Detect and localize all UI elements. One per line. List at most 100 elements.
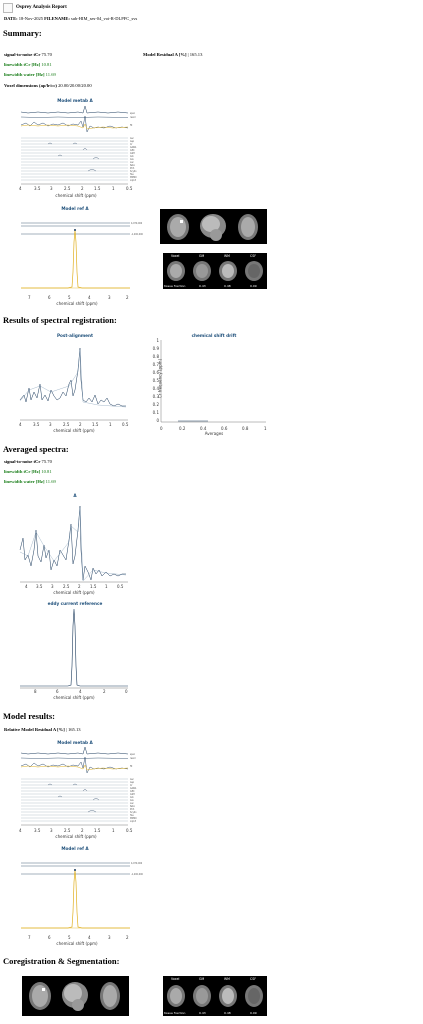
metab2-tick: 3: [50, 828, 53, 833]
svg-text:resid: resid: [130, 757, 136, 760]
svg-text:GABA: GABA: [130, 787, 137, 790]
coreg-mri-image: [22, 976, 129, 1016]
coreg-seg-image: Voxel GM WM CSF tissue fraction 0.43 0.4…: [163, 976, 267, 1016]
drift-ytick: 0.4: [152, 386, 159, 391]
svg-text:fit: fit: [130, 765, 132, 768]
osprey-logo: [3, 3, 13, 13]
post-xlabel: chemical shift (ppm): [53, 428, 95, 433]
coreg-value-wm: 0.48: [224, 1011, 231, 1015]
avg-xlabel: chemical shift (ppm): [53, 590, 95, 595]
metab-tick: 1: [112, 186, 115, 191]
eddy-plot: [20, 608, 128, 689]
post-tick: 4: [19, 422, 22, 427]
coreg-label-csf: CSF: [250, 977, 257, 981]
svg-text:GPC: GPC: [130, 149, 135, 152]
metab-top-trace: [20, 105, 129, 114]
avg-lw-tcr-line: linewidth tCr [Hz] 10.81: [4, 469, 52, 474]
svg-text:Cr: Cr: [130, 784, 133, 787]
eddy-tick: 8: [34, 689, 37, 694]
svg-text:Asp: Asp: [130, 140, 135, 143]
metab2-tick: 1: [112, 828, 115, 833]
svg-text:Lac: Lac: [130, 802, 135, 805]
ref-tick: 2: [126, 295, 129, 300]
drift-ytick: 0.9: [152, 346, 159, 351]
drift-xtick: 0: [160, 426, 163, 431]
metab2-tick: 3.5: [34, 828, 41, 833]
ref2-tick: 7: [28, 935, 31, 940]
drift-y-ticks: 1 0.9 0.8 0.7 0.6 0.5 0.4 0.3 0.2 0.1 0: [150, 338, 160, 426]
svg-text:spec: spec: [130, 112, 136, 115]
ref2-tick: 6: [48, 935, 51, 940]
svg-text:Lip13: Lip13: [130, 179, 137, 182]
metab2-xlabel: chemical shift (ppm): [55, 834, 97, 839]
coreg-value-gm: 0.43: [199, 1011, 206, 1015]
model-ref-title: Model ref A: [61, 206, 89, 211]
svg-text:Lac: Lac: [130, 161, 135, 164]
post-alignment-trace: [19, 347, 126, 407]
svg-text:4,970,000: 4,970,000: [131, 222, 143, 225]
date-value: 18-Nov-2025: [18, 16, 44, 21]
svg-text:NAA: NAA: [130, 164, 135, 167]
drift-ytick: 0.3: [152, 394, 159, 399]
avg-tick: 4: [25, 584, 28, 589]
post-tick: 3.5: [33, 422, 40, 427]
model-ref-title-2: Model ref A: [61, 846, 89, 851]
metab-tick: 2.5: [64, 186, 71, 191]
metab-tick: 0.5: [126, 186, 133, 191]
snr-line: signal-to-noise tCr 75.70: [4, 52, 52, 57]
svg-text:Asc: Asc: [130, 778, 135, 781]
metab-tick: 3: [50, 186, 53, 191]
avg-lw-tcr-value: 10.81: [41, 469, 52, 474]
svg-text:GSH: GSH: [130, 152, 135, 155]
averaged-trace: [19, 505, 126, 581]
avg-lw-tcr-label: linewidth tCr [Hz]: [4, 469, 41, 474]
date-filename-line: DATE: 18-Nov-2025 FILENAME: sub-HIM_ses-…: [4, 16, 137, 21]
metab2-tick: 4: [19, 828, 22, 833]
eddy-xlabel: chemical shift (ppm): [53, 695, 95, 700]
svg-text:MM09: MM09: [130, 817, 137, 820]
drift-title: chemical shift drift: [191, 333, 237, 338]
ref-tick: 6: [48, 295, 51, 300]
seg-value-gm: 0.43: [199, 284, 206, 288]
drift-ytick: 0: [156, 418, 159, 423]
mri-slices: [167, 214, 258, 241]
voxel-value: 20.00/20.00/20.00: [58, 83, 92, 88]
svg-text:Gln: Gln: [130, 155, 134, 158]
svg-text:MM09: MM09: [130, 176, 137, 179]
coreg-seg-slices: [167, 985, 263, 1007]
model-ref-plot: 4,970,000 -1,200,000: [21, 222, 144, 289]
seg-fraction-label: tissue fraction: [164, 284, 186, 288]
avg-tick: 2: [78, 584, 81, 589]
eddy-tick: 4: [79, 689, 82, 694]
seg-label-wm: WM: [224, 254, 230, 258]
segmentation-image: Voxel GM WM CSF tissue fraction 0.43 0.4…: [163, 253, 267, 289]
eddy-trace: [20, 608, 128, 687]
avg-tick: 3: [51, 584, 54, 589]
svg-text:Lip13: Lip13: [130, 820, 137, 823]
svg-text:GPC: GPC: [130, 790, 135, 793]
post-x-ticks: 4 3.5 3 2.5 2 1.5 1 0.5: [18, 422, 130, 428]
svg-text:Asc: Asc: [130, 137, 135, 140]
ref-xlabel: chemical shift (ppm): [56, 301, 98, 306]
avg-x-ticks: 4 3.5 3 2.5 2 1.5 1 0.5: [18, 584, 130, 590]
svg-text:Scyllo: Scyllo: [130, 811, 137, 814]
ref2-tick: 5: [68, 935, 71, 940]
svg-text:Glu: Glu: [130, 799, 134, 802]
coreg-label-wm: WM: [224, 977, 230, 981]
metab-tick: 1.5: [94, 186, 101, 191]
model-residual-label: Relative Model Residual A [%]: [4, 727, 65, 732]
svg-text:Tau: Tau: [130, 814, 134, 817]
lw-water-value: 11.69: [45, 72, 56, 77]
metab-tick: 2: [81, 186, 84, 191]
metab-tick: 3.5: [34, 186, 41, 191]
metab-residual-trace: [20, 116, 129, 118]
eddy-tick: 6: [56, 689, 59, 694]
averaged-plot: [19, 505, 128, 583]
post-tick: 1: [109, 422, 112, 427]
svg-text:-1,200,000: -1,200,000: [131, 873, 144, 876]
ref-water-peak: [21, 229, 130, 289]
metab-stack-lines: [21, 137, 128, 181]
ref2-tick: 2: [126, 935, 129, 940]
